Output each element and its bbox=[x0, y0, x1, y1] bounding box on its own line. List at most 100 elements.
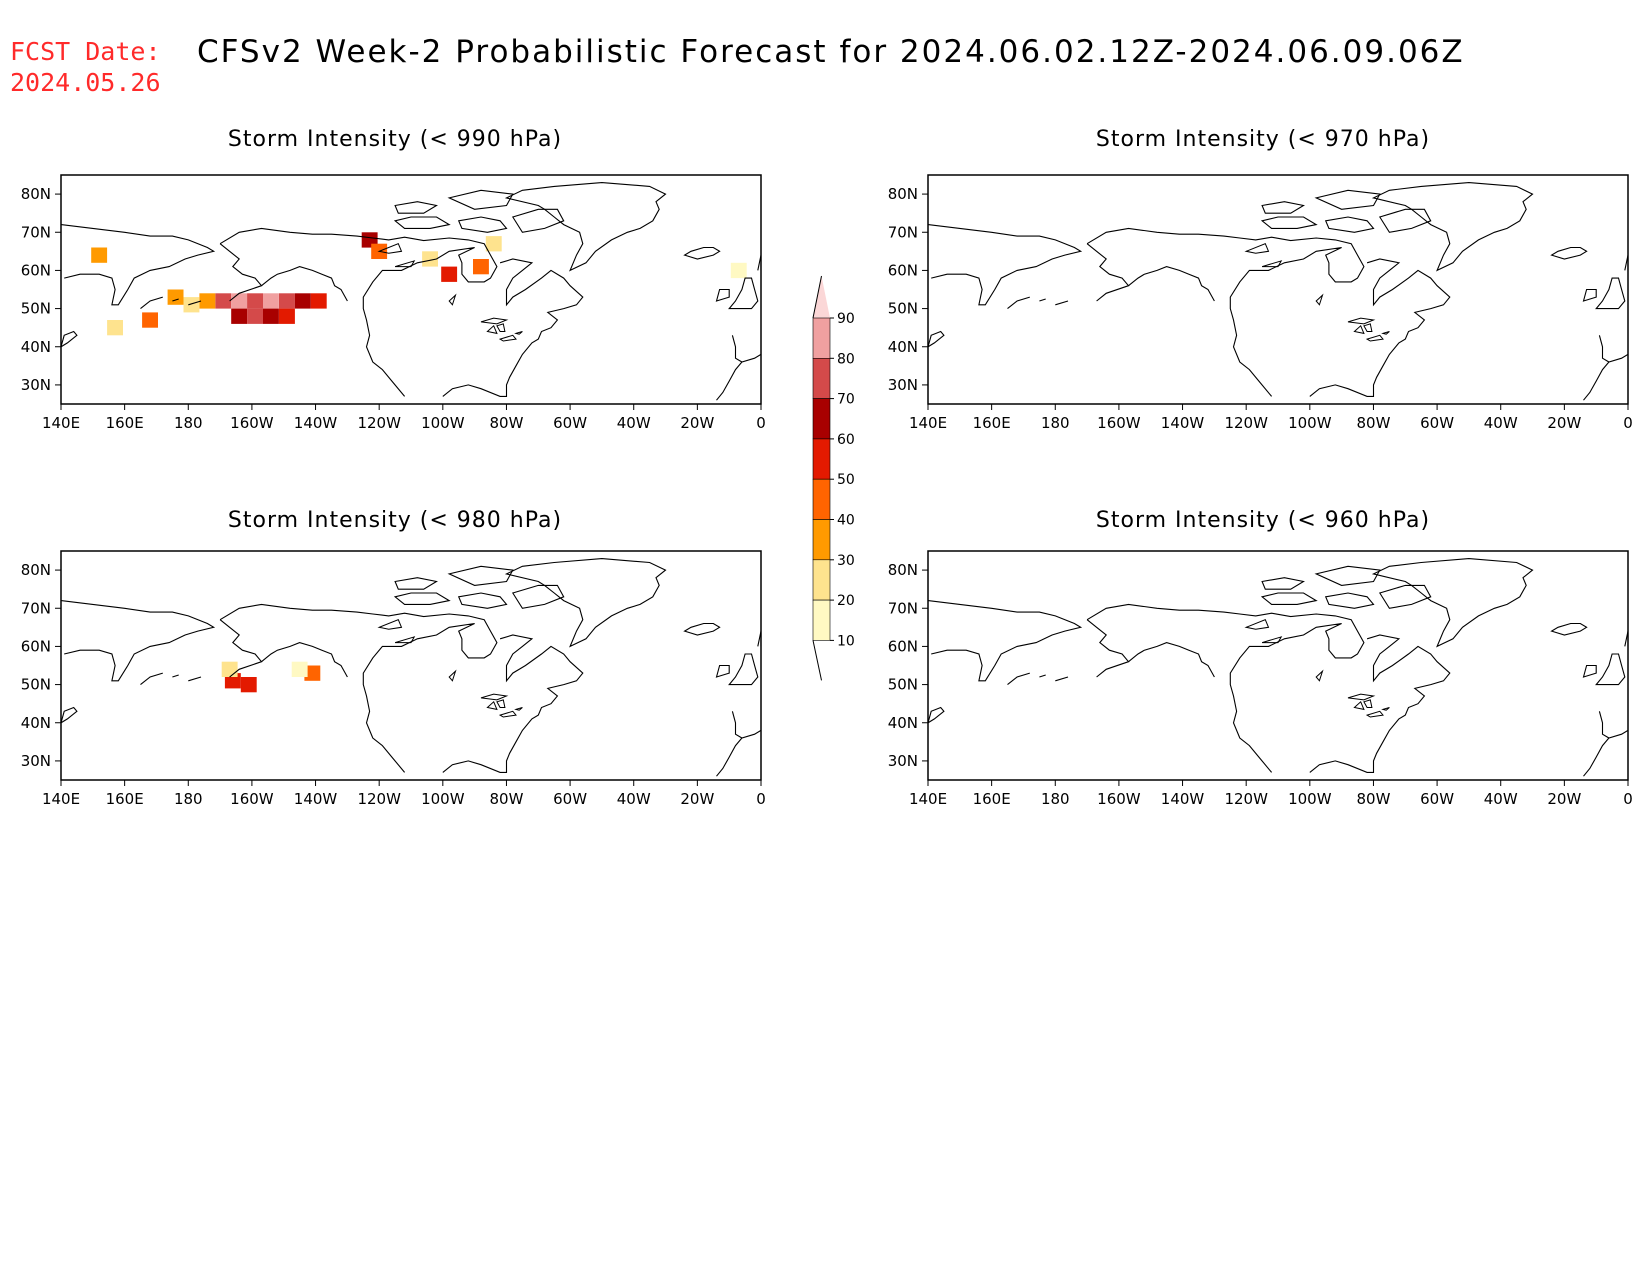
coastline bbox=[1055, 300, 1069, 306]
lake-outline bbox=[1244, 619, 1270, 630]
lon-label: 40W bbox=[1484, 790, 1518, 808]
coastline bbox=[1550, 622, 1588, 636]
coastline bbox=[731, 711, 761, 739]
coastline bbox=[61, 600, 216, 682]
probability-cell bbox=[263, 308, 279, 324]
coastline bbox=[447, 189, 514, 210]
lat-label: 80N bbox=[888, 561, 918, 579]
lat-label: 80N bbox=[888, 185, 918, 203]
coastline bbox=[393, 216, 451, 229]
lon-label: 80W bbox=[1356, 414, 1390, 432]
lake-outline bbox=[1347, 317, 1376, 325]
coastline bbox=[1007, 296, 1030, 310]
lake-outline bbox=[1381, 331, 1390, 335]
lon-label: 20W bbox=[680, 414, 714, 432]
coastline bbox=[716, 737, 743, 777]
lake-outline bbox=[1365, 334, 1384, 342]
lon-label: 60W bbox=[1420, 790, 1454, 808]
lon-label: 140E bbox=[42, 790, 80, 808]
lake-outline bbox=[394, 260, 416, 268]
coastline bbox=[442, 634, 584, 773]
coastline bbox=[1378, 584, 1432, 609]
coastline bbox=[140, 296, 163, 310]
coastline bbox=[511, 208, 565, 233]
map-panel-4: Storm Intensity (< 960 hPa) 140E 160E 180 16… bbox=[888, 508, 1633, 808]
coastline bbox=[1314, 189, 1381, 210]
lon-label: 160W bbox=[230, 414, 274, 432]
colorbar-band bbox=[812, 519, 831, 561]
coastline bbox=[1583, 361, 1610, 401]
lake-outline bbox=[394, 636, 416, 644]
coastline bbox=[1324, 592, 1375, 609]
lake-outline bbox=[1347, 693, 1376, 701]
coastline bbox=[1309, 258, 1451, 397]
lat-label: 60N bbox=[21, 261, 51, 279]
lat-label: 70N bbox=[21, 599, 51, 617]
fcst-date: 2024.05.26 bbox=[10, 68, 161, 97]
lon-label: 180 bbox=[1041, 414, 1070, 432]
coastline bbox=[715, 288, 730, 302]
lake-outline bbox=[1261, 636, 1283, 644]
colorbar-label: 40 bbox=[837, 513, 855, 529]
coastline bbox=[1128, 642, 1215, 678]
lake-outline bbox=[486, 700, 498, 711]
lon-label: 160W bbox=[230, 790, 274, 808]
colorbar-label: 10 bbox=[837, 633, 855, 649]
coastline bbox=[757, 630, 761, 647]
colorbar-band bbox=[812, 599, 831, 641]
lon-label: 140W bbox=[1161, 414, 1205, 432]
coastline bbox=[442, 258, 584, 397]
lake-outline bbox=[1261, 260, 1283, 268]
lat-label: 70N bbox=[21, 223, 51, 241]
coastline bbox=[1371, 182, 1534, 272]
coastline bbox=[219, 619, 263, 678]
coastline bbox=[394, 201, 439, 214]
lon-label: 80W bbox=[489, 790, 523, 808]
coastline bbox=[1324, 216, 1375, 233]
coastline bbox=[1055, 676, 1069, 682]
lat-label: 50N bbox=[21, 300, 51, 318]
lon-label: 60W bbox=[553, 790, 587, 808]
probability-cell bbox=[199, 293, 216, 309]
colorbar-band bbox=[812, 357, 831, 399]
map-area bbox=[928, 558, 1628, 777]
lake-outline bbox=[498, 710, 517, 718]
lon-label: 120W bbox=[357, 790, 401, 808]
lat-label: 40N bbox=[21, 338, 51, 356]
probability-cell bbox=[473, 259, 489, 275]
lake-outline bbox=[480, 317, 509, 325]
coastline bbox=[61, 224, 216, 306]
lon-label: 80W bbox=[489, 414, 523, 432]
coastline bbox=[716, 361, 743, 401]
lon-label: 0 bbox=[756, 790, 766, 808]
colorbar-label: 70 bbox=[837, 392, 855, 408]
coastline bbox=[219, 243, 263, 302]
colorbar-label: 80 bbox=[837, 351, 855, 367]
probability-cell bbox=[91, 247, 108, 263]
coastline bbox=[1260, 216, 1318, 229]
coastline bbox=[504, 558, 667, 648]
coastline bbox=[1309, 634, 1451, 773]
coastline bbox=[394, 577, 439, 590]
lat-label: 30N bbox=[888, 752, 918, 770]
probability-cell bbox=[240, 677, 257, 693]
probability-cell bbox=[310, 293, 327, 309]
coastline bbox=[172, 298, 179, 302]
coastline bbox=[1595, 653, 1626, 686]
coastline bbox=[1598, 335, 1628, 363]
lat-label: 50N bbox=[888, 676, 918, 694]
lake-outline bbox=[1244, 243, 1270, 254]
lake-outline bbox=[377, 243, 403, 254]
coastline bbox=[683, 622, 721, 636]
map-frame bbox=[927, 550, 1629, 781]
map-frame bbox=[927, 174, 1629, 405]
lon-label: 140W bbox=[294, 790, 338, 808]
lat-label: 40N bbox=[888, 338, 918, 356]
probability-cell bbox=[304, 665, 321, 681]
lat-label: 40N bbox=[21, 714, 51, 732]
colorbar-label: 30 bbox=[837, 553, 855, 569]
lake-outline bbox=[496, 323, 506, 332]
coastline bbox=[1595, 277, 1626, 310]
probability-cell bbox=[183, 297, 200, 313]
probability-cell bbox=[107, 320, 123, 336]
